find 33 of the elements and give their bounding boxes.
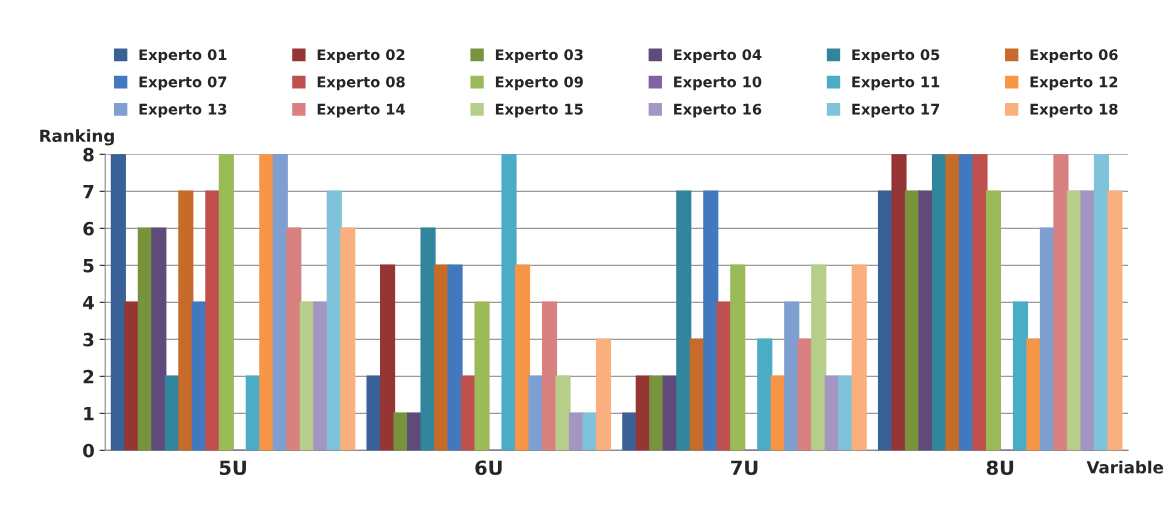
legend-label: Experto 08 (317, 76, 405, 91)
x-tick-label: 8U (986, 460, 1014, 476)
x-tick-label: 7U (731, 460, 758, 476)
legend-label: Experto 02 (317, 49, 405, 64)
legend-label: Experto 17 (852, 103, 940, 118)
legend-label: Experto 15 (495, 103, 583, 118)
legend-label: Experto 14 (317, 103, 405, 118)
legend-label: Experto 05 (852, 49, 940, 64)
legend-label: Experto 04 (674, 49, 762, 64)
legend-label: Experto 01 (139, 49, 227, 64)
y-axis-title: Ranking (40, 129, 114, 146)
legend-label: Experto 18 (1030, 103, 1118, 118)
y-tick-label: 3 (83, 332, 94, 347)
legend-label: Experto 13 (139, 103, 227, 118)
legend-label: Experto 03 (495, 49, 583, 64)
y-tick-label: 8 (83, 147, 94, 162)
legend-label: Experto 06 (1030, 49, 1118, 64)
x-axis-title: Variable (1086, 460, 1164, 474)
x-tick-label: 5U (219, 460, 246, 476)
legend-label: Experto 07 (139, 76, 227, 91)
y-tick-label: 4 (83, 296, 94, 310)
legend-label: Experto 10 (674, 76, 762, 91)
legend-label: Experto 12 (1030, 76, 1118, 91)
y-tick-label: 2 (83, 369, 94, 384)
x-tick-label: 6U (475, 460, 502, 476)
legend-label: Experto 11 (852, 76, 940, 91)
y-tick-label: 1 (84, 407, 94, 421)
y-tick-label: 0 (83, 443, 94, 458)
y-tick-label: 5 (83, 259, 94, 273)
legend-label: Experto 16 (674, 103, 762, 118)
y-tick-label: 7 (83, 185, 94, 199)
legend-label: Experto 09 (495, 76, 583, 91)
y-tick-label: 6 (83, 221, 94, 236)
